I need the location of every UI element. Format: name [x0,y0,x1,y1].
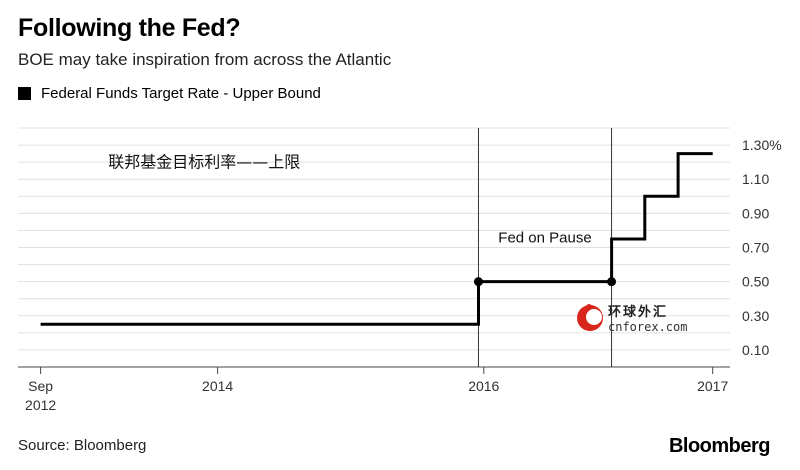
y-tick-label-3: 0.70 [742,240,769,256]
legend-label: Federal Funds Target Rate - Upper Bound [41,85,321,102]
series-marker-0 [473,277,483,287]
legend-swatch [18,87,31,100]
y-tick-label-0: 1.30% [742,137,782,153]
watermark-logo-cutout [586,309,602,325]
y-tick-label-5: 0.30 [742,308,769,324]
watermark-cn-text: 环球外汇 [608,304,668,320]
y-tick-label-1: 1.10 [742,171,769,187]
x-tick-label-1: 2014 [202,378,233,394]
x-tick-label-3: 2017 [697,378,728,394]
legend: Federal Funds Target Rate - Upper Bound [18,85,321,102]
y-tick-label-2: 0.90 [742,205,769,221]
y-tick-label-4: 0.50 [742,274,769,290]
annotation-chinese-label: 联邦基金目标利率——上限 [108,152,300,171]
x-tick-label-0: Sep [28,378,53,394]
watermark-en-text: cnforex.com [608,320,687,334]
series-line [40,152,713,326]
source-note: Source: Bloomberg [18,437,147,454]
x-tick-label2-0: 2012 [25,397,56,413]
series-marker-1 [607,277,617,287]
x-tick-label-2: 2016 [468,378,499,394]
y-tick-label-6: 0.10 [742,342,769,358]
chart-title: Following the Fed? [18,14,241,42]
watermark-logo-dot [586,304,592,310]
brand-logo: Bloomberg [668,435,771,457]
chart-subtitle: BOE may take inspiration from across the… [18,50,392,69]
annotation-fed-on-pause: Fed on Pause [498,229,591,246]
